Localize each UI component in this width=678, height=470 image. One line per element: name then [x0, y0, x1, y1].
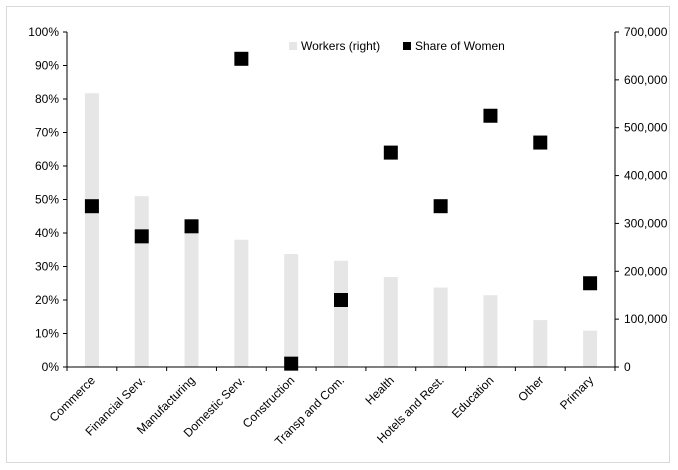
- right-tick-label: 600,000: [624, 73, 668, 87]
- x-tick-label: Other: [515, 373, 546, 404]
- share-of-women-marker: [284, 356, 299, 371]
- workers-bar: [483, 295, 498, 367]
- right-tick-label: 300,000: [624, 216, 668, 230]
- workers-bar: [334, 260, 348, 367]
- right-tick-label: 0: [624, 360, 631, 374]
- share-of-women-marker: [433, 199, 448, 214]
- legend-label-share: Share of Women: [415, 39, 505, 53]
- left-tick-label: 100%: [28, 25, 59, 39]
- right-tick-label: 400,000: [624, 169, 668, 183]
- share-of-women-marker: [184, 219, 199, 234]
- left-tick-label: 70%: [35, 126, 59, 140]
- x-tick-label: Health: [363, 373, 397, 407]
- left-tick-label: 80%: [35, 92, 59, 106]
- left-tick-label: 60%: [35, 159, 59, 173]
- share-of-women-marker: [383, 145, 398, 160]
- left-tick-label: 90%: [35, 59, 59, 73]
- workers-bar: [433, 287, 448, 367]
- right-tick-label: 100,000: [624, 312, 668, 326]
- workers-bar: [84, 93, 99, 367]
- x-tick-label: Primary: [557, 373, 596, 412]
- share-of-women-marker: [134, 229, 149, 244]
- right-tick-label: 500,000: [624, 121, 668, 135]
- workers-bar: [383, 277, 398, 367]
- left-tick-label: 50%: [35, 193, 59, 207]
- share-of-women-marker: [583, 276, 598, 291]
- workers-bar: [583, 330, 598, 367]
- left-tick-label: 20%: [35, 293, 59, 307]
- share-of-women-marker: [84, 199, 99, 214]
- left-tick-label: 0%: [42, 360, 60, 374]
- share-of-women-marker: [533, 135, 548, 150]
- share-of-women-marker: [234, 51, 249, 66]
- right-tick-label: 200,000: [624, 264, 668, 278]
- x-tick-label: Commerce: [47, 373, 99, 425]
- share-of-women-marker: [334, 293, 348, 307]
- chart-frame: 0% 10% 20% 30% 40% 50% 60% 70% 80% 90% 100% 0 100,00…: [6, 6, 670, 463]
- share-of-women-marker: [483, 108, 498, 123]
- legend-swatch-workers: [289, 42, 297, 50]
- workers-bar: [533, 320, 548, 367]
- left-tick-label: 40%: [35, 226, 59, 240]
- x-tick-label: Education: [449, 373, 497, 421]
- right-tick-label: 700,000: [624, 25, 668, 39]
- left-tick-label: 10%: [35, 327, 59, 341]
- legend-label-workers: Workers (right): [301, 39, 380, 53]
- legend-swatch-share: [403, 42, 411, 50]
- combo-chart: 0% 10% 20% 30% 40% 50% 60% 70% 80% 90% 100% 0 100,00…: [28, 25, 668, 448]
- workers-bar: [134, 196, 149, 367]
- left-tick-label: 30%: [35, 260, 59, 274]
- workers-bar: [284, 254, 299, 367]
- workers-bar: [184, 227, 199, 367]
- workers-bar: [234, 239, 249, 367]
